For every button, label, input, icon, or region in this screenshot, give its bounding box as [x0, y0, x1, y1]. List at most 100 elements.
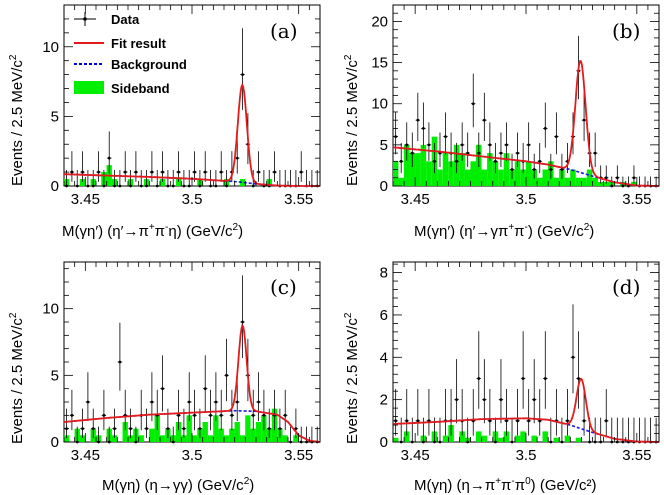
panel-b-xlabel: M(γη′) (η′→γπ+π-) (GeV/c2): [414, 222, 594, 240]
panel-d-ytick-label: 8: [380, 265, 388, 282]
panel-d-axes: 3.45 3.5 3.55 0 2 4 6 8: [380, 262, 660, 464]
panel-a-data-point-6: [96, 151, 101, 182]
panel-b-axes: 3.45 3.5 3.55 0 5 10 15 20: [371, 4, 660, 208]
panel-b-sideband-bin-32: [570, 169, 576, 186]
panel-c-data-point-28: [213, 372, 219, 422]
panel-c-sideband-bin-27: [207, 435, 214, 442]
panel-c-sideband-bin-23: [186, 415, 192, 442]
panel-d-sideband-bin-33: [575, 437, 582, 442]
panel-d-xtick-label: 3.5: [516, 447, 537, 464]
panel-b-xtick-label: 3.55: [622, 191, 651, 208]
panel-d-ylabel: Events / 2.5 MeV/c2: [343, 312, 361, 444]
panel-b-data-point-36: [592, 132, 598, 168]
panel-d-sideband-bin-20: [503, 431, 510, 442]
panel-a-axes: 3.45 3.5 3.55 0 5 10: [42, 4, 321, 208]
panel-d-sideband-bin-19: [498, 437, 504, 442]
legend-sideband-box: [74, 81, 104, 94]
panel-c-sideband-bin-33: [239, 435, 246, 442]
panel-a-data-point-43: [293, 169, 299, 188]
panel-c-data-point-31: [229, 389, 235, 431]
panel-c-ytick-label: 10: [42, 301, 59, 318]
panel-c-data-point-36: [256, 372, 261, 422]
panel-c-sideband-bin-11: [122, 422, 128, 442]
panel-b-sideband-bin-17: [487, 153, 493, 186]
panel-b-ylabel: Events / 2.5 MeV/c2: [343, 54, 361, 186]
panel-d-data-point-29: [554, 389, 559, 436]
panel-a-data: [64, 28, 320, 188]
panel-d-sideband-bin-31: [564, 435, 571, 442]
panel-d-data-point-21: [509, 417, 515, 444]
panel-a-sideband-bin-21: [175, 179, 182, 186]
panel-a-data-point-36: [256, 151, 261, 182]
panel-a-data-point-5: [91, 169, 96, 188]
panel-d-data-point-12: [459, 389, 465, 436]
panel-d-data-point-44: [637, 417, 642, 444]
panel-b-xtick-label: 3.5: [516, 191, 537, 208]
panel-d-data-point-38: [604, 389, 609, 436]
panel-c-xtick-label: 3.45: [71, 447, 100, 464]
panel-c-fit-curve: [63, 323, 321, 443]
panel-d-data-point-6: [426, 389, 432, 436]
panel-a-xlabel: M(γη′) (η′→π+π-η) (GeV/c2): [62, 222, 243, 240]
panel-d-sideband-bin-29: [553, 437, 560, 442]
panel-d-data-point-40: [615, 417, 620, 444]
panel-d-data-point-36: [592, 417, 598, 444]
panel-c-sideband-bin-21: [175, 422, 182, 442]
panel-b-sideband-bin-23: [520, 169, 526, 186]
panel-b-sideband-bin-3: [409, 153, 416, 186]
panel-d-sideband-bin-25: [531, 435, 537, 442]
panel-d-ytick-label: 6: [380, 307, 388, 324]
panel-d-data-point-27: [543, 331, 548, 409]
panel-d-data-point-19: [498, 359, 504, 424]
panel-c-sideband-bin-30: [223, 435, 230, 442]
panel-b-sideband-bin-26: [536, 177, 543, 186]
panel-d-data-point-20: [504, 389, 509, 436]
panel-c-data-point-7: [101, 389, 107, 431]
legend-data-label: Data: [111, 12, 140, 27]
panel-c-sideband-bin-31: [229, 428, 235, 442]
panel-a-data-point-44: [299, 151, 304, 182]
legend-background-label: Background: [111, 57, 187, 72]
panel-a-data-point-7: [101, 169, 107, 188]
panel-b-data-point-25: [532, 153, 537, 179]
panel-d-data-point-25: [532, 359, 537, 424]
panel-d-data-point-41: [620, 417, 626, 444]
panel-c-sideband-bin-35: [250, 428, 256, 442]
panel-d-data: [393, 304, 659, 444]
panel-d-data-point-24: [526, 389, 531, 436]
panel-a-data-point-1: [69, 151, 75, 182]
panel-d-sideband-bin-22: [514, 435, 521, 442]
panel-a-data-point-27: [208, 169, 213, 188]
panel-c-data-point-20: [171, 426, 176, 444]
panel-b-data-point-2: [404, 122, 409, 161]
panel-c-data-point-41: [283, 389, 288, 431]
panel-c-data: [64, 275, 320, 444]
panel-b-sideband-bin-36: [592, 177, 598, 186]
panel-d-data-point-3: [410, 417, 415, 444]
panel-a-data-point-45: [304, 169, 309, 188]
panel-d-data-point-0: [393, 389, 398, 436]
panel-b-data-point-34: [581, 92, 587, 141]
panel-c-data-point-33: [240, 275, 245, 358]
panel-b-sideband-bin-12: [459, 153, 465, 186]
panel-b-ytick-label: 20: [371, 13, 388, 30]
panel-a-data-point-3: [80, 151, 85, 182]
legend-sideband-label: Sideband: [111, 81, 170, 96]
panel-d-data-point-37: [598, 417, 603, 444]
panel-b-sideband-bin-10: [448, 161, 454, 186]
panel-c-sideband-bin-9: [111, 435, 118, 442]
panel-b-sideband-bin-1: [398, 177, 404, 186]
panel-d-sideband-bin-15: [476, 431, 482, 442]
panel-c-data-point-5: [91, 408, 96, 438]
panel-a-data-point-33: [240, 28, 245, 110]
panel-b-data-point-19: [498, 132, 504, 168]
panel-b-data-point-15: [476, 132, 481, 168]
panel-c-sideband-bin-36: [255, 422, 262, 442]
panel-c-data-point-29: [219, 389, 224, 431]
panel-d-sideband-bin-16: [481, 435, 488, 442]
panel-b-ytick-label: 10: [371, 96, 388, 113]
panel-a-data-point-4: [85, 169, 91, 188]
panel-b-sideband-bin-22: [514, 161, 521, 186]
